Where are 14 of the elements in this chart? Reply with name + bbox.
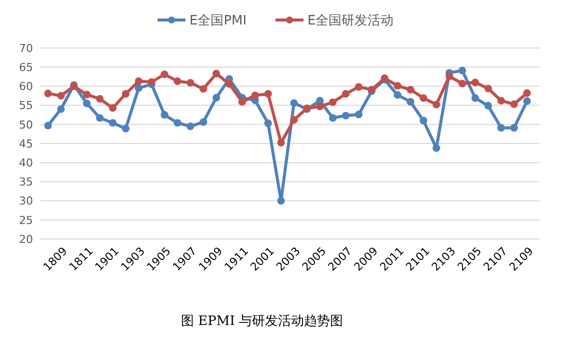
y-tick-label: 70 xyxy=(19,42,33,55)
y-tick-label: 65 xyxy=(19,60,33,74)
text: 图 EPMI 与研发活动趋势图 xyxy=(181,314,343,329)
y-tick-label: 60 xyxy=(19,80,33,94)
y-tick-label: 20 xyxy=(19,232,33,246)
y-tick-label: 45 xyxy=(19,137,33,150)
legend-label: E全国研发活动 xyxy=(308,14,394,29)
y-tick-label: 55 xyxy=(19,99,33,112)
y-tick-label: 30 xyxy=(19,194,33,208)
y-tick-label: 40 xyxy=(19,156,33,170)
y-tick-label: 35 xyxy=(19,176,33,189)
y-tick-label: 50 xyxy=(19,118,33,132)
legend-label: E全国PMI xyxy=(190,14,247,29)
y-tick-label: 25 xyxy=(19,214,33,227)
